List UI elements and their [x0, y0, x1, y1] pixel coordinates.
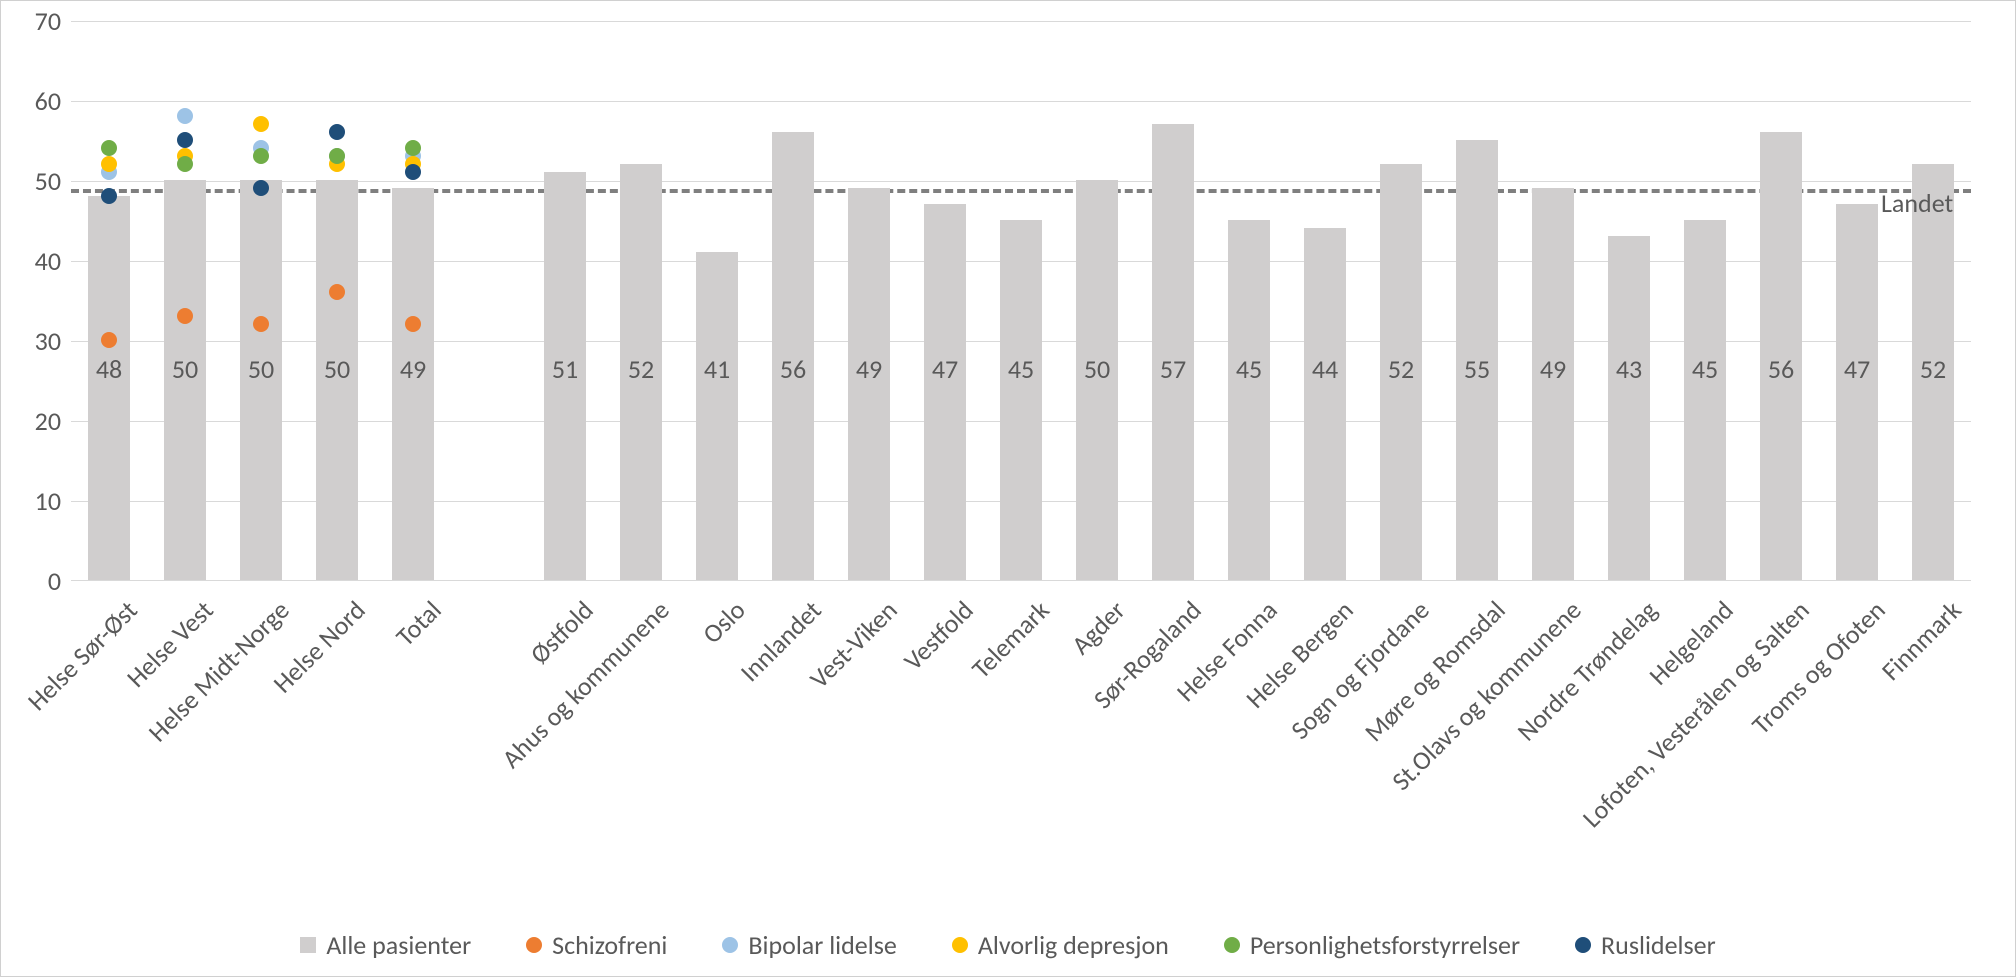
legend: Alle pasienter Schizofreni Bipolar lidelse…: [1, 929, 2015, 961]
bar-value-label: 57: [1152, 353, 1194, 385]
legend-item: Schizofreni: [526, 929, 667, 961]
bar-value-label: 44: [1304, 353, 1346, 385]
bar: 45: [1228, 220, 1270, 580]
bar-value-label: 50: [240, 353, 282, 385]
bar-value-label: 45: [1228, 353, 1270, 385]
marker-personlighetsforstyrrelser: [101, 140, 117, 156]
marker-schizofreni: [329, 284, 345, 300]
chart-container: 0 10 20 30 40 50 60 70 48 50 50 50 49 51 52 41 56 49 47 45…: [0, 0, 2016, 977]
bar-value-label: 45: [1000, 353, 1042, 385]
marker-alvorlig-depresjon: [101, 156, 117, 172]
legend-label: Personlighetsforstyrrelser: [1250, 929, 1520, 961]
y-tick-label: 20: [1, 405, 61, 437]
bar: 45: [1684, 220, 1726, 580]
marker-ruslidelser: [405, 164, 421, 180]
legend-circle-icon: [722, 937, 738, 953]
reference-line-label: Landet: [1881, 187, 1953, 219]
bar-value-label: 50: [316, 353, 358, 385]
bar: 52: [1912, 164, 1954, 580]
bar: 56: [772, 132, 814, 580]
bar-value-label: 52: [1380, 353, 1422, 385]
legend-label: Alvorlig depresjon: [978, 929, 1169, 961]
bar: 52: [1380, 164, 1422, 580]
y-tick-label: 30: [1, 325, 61, 357]
bar: 50: [164, 180, 206, 580]
bar: 49: [848, 188, 890, 580]
bar: 48: [88, 196, 130, 580]
bar: 43: [1608, 236, 1650, 580]
legend-label: Schizofreni: [552, 929, 667, 961]
bar-value-label: 41: [696, 353, 738, 385]
y-tick-label: 70: [1, 5, 61, 37]
y-tick-label: 10: [1, 485, 61, 517]
marker-ruslidelser: [101, 188, 117, 204]
bar-value-label: 45: [1684, 353, 1726, 385]
marker-ruslidelser: [177, 132, 193, 148]
bar-value-label: 48: [88, 353, 130, 385]
plot-area: 48 50 50 50 49 51 52 41 56 49 47 45 50 57 45 44 52 55 49 43…: [71, 21, 1971, 581]
bar: 47: [924, 204, 966, 580]
bar: 51: [544, 172, 586, 580]
bar-value-label: 55: [1456, 353, 1498, 385]
legend-label: Bipolar lidelse: [748, 929, 896, 961]
bar-value-label: 47: [1836, 353, 1878, 385]
legend-circle-icon: [1224, 937, 1240, 953]
marker-schizofreni: [101, 332, 117, 348]
marker-ruslidelser: [253, 180, 269, 196]
bar-value-label: 49: [1532, 353, 1574, 385]
bar-value-label: 51: [544, 353, 586, 385]
legend-item: Ruslidelser: [1575, 929, 1716, 961]
bar-value-label: 50: [1076, 353, 1118, 385]
bar-value-label: 49: [848, 353, 890, 385]
bar: 41: [696, 252, 738, 580]
bar-value-label: 52: [620, 353, 662, 385]
legend-circle-icon: [526, 937, 542, 953]
marker-ruslidelser: [329, 124, 345, 140]
bar-value-label: 43: [1608, 353, 1650, 385]
bar: 57: [1152, 124, 1194, 580]
marker-personlighetsforstyrrelser: [405, 140, 421, 156]
legend-circle-icon: [952, 937, 968, 953]
bar: 50: [240, 180, 282, 580]
legend-item: Alvorlig depresjon: [952, 929, 1169, 961]
bar-value-label: 47: [924, 353, 966, 385]
y-tick-label: 60: [1, 85, 61, 117]
bar: 49: [392, 188, 434, 580]
bar: 47: [1836, 204, 1878, 580]
marker-personlighetsforstyrrelser: [177, 156, 193, 172]
marker-schizofreni: [253, 316, 269, 332]
marker-personlighetsforstyrrelser: [253, 148, 269, 164]
y-tick-label: 40: [1, 245, 61, 277]
bar: 49: [1532, 188, 1574, 580]
bar-value-label: 50: [164, 353, 206, 385]
bar-value-label: 56: [1760, 353, 1802, 385]
bar: 45: [1000, 220, 1042, 580]
marker-alvorlig-depresjon: [253, 116, 269, 132]
legend-label: Alle pasienter: [326, 929, 471, 961]
legend-circle-icon: [1575, 937, 1591, 953]
bar-value-label: 56: [772, 353, 814, 385]
bar: 44: [1304, 228, 1346, 580]
bar: 50: [316, 180, 358, 580]
legend-label: Ruslidelser: [1601, 929, 1716, 961]
bar: 56: [1760, 132, 1802, 580]
marker-bipolar-lidelse: [177, 108, 193, 124]
marker-schizofreni: [405, 316, 421, 332]
bar: 55: [1456, 140, 1498, 580]
marker-schizofreni: [177, 308, 193, 324]
y-tick-label: 0: [1, 565, 61, 597]
bar-value-label: 49: [392, 353, 434, 385]
bar-value-label: 52: [1912, 353, 1954, 385]
bar: 50: [1076, 180, 1118, 580]
y-tick-label: 50: [1, 165, 61, 197]
legend-square-icon: [300, 937, 316, 953]
legend-item: Personlighetsforstyrrelser: [1224, 929, 1520, 961]
marker-personlighetsforstyrrelser: [329, 148, 345, 164]
bar: 52: [620, 164, 662, 580]
legend-item: Alle pasienter: [300, 929, 471, 961]
legend-item: Bipolar lidelse: [722, 929, 896, 961]
